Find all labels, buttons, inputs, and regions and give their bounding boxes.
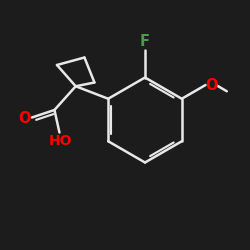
Text: HO: HO	[49, 134, 72, 148]
Text: F: F	[140, 34, 150, 50]
Text: O: O	[19, 111, 31, 126]
Text: O: O	[205, 78, 217, 92]
